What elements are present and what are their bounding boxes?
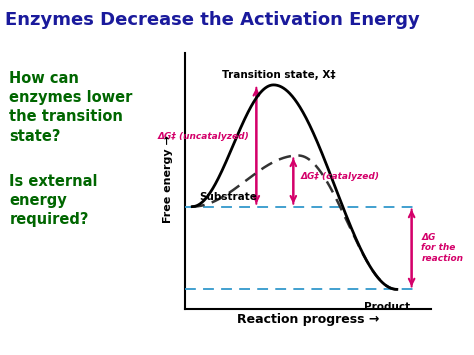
Text: Is external
energy
required?: Is external energy required? [9,174,98,227]
Text: ΔG‡ (catalyzed): ΔG‡ (catalyzed) [301,172,380,181]
X-axis label: Reaction progress →: Reaction progress → [237,313,379,326]
Text: Transition state, X‡: Transition state, X‡ [222,70,335,80]
Text: ΔG
for the
reaction: ΔG for the reaction [421,233,464,263]
Text: Free energy →: Free energy → [163,135,173,223]
Text: Enzymes Decrease the Activation Energy: Enzymes Decrease the Activation Energy [5,11,419,29]
Text: Substrate: Substrate [200,192,257,202]
Text: ΔG‡ (uncatalyzed): ΔG‡ (uncatalyzed) [157,131,249,141]
Text: How can
enzymes lower
the transition
state?: How can enzymes lower the transition sta… [9,71,133,144]
Text: Product: Product [364,301,410,312]
